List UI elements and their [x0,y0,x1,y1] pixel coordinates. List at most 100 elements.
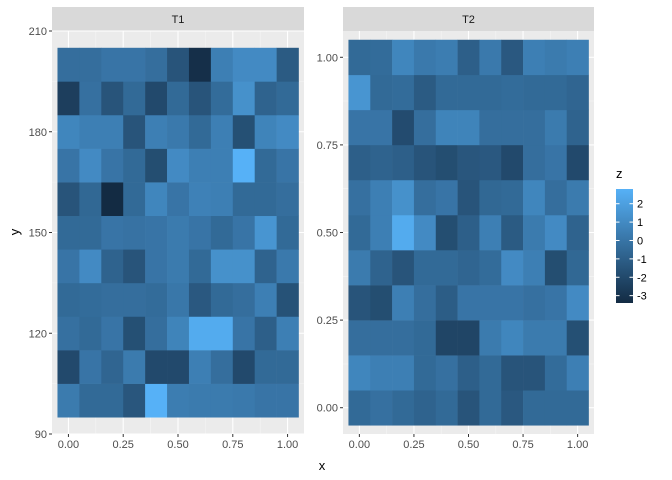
heatmap-tile [413,144,437,181]
heatmap-tile [188,316,212,351]
heatmap-tile [210,282,234,317]
heatmap-tile [566,355,589,391]
heatmap-tile [232,114,255,149]
y-tick-label: 0.50 [317,228,338,240]
heatmap-tile [79,81,102,116]
heatmap-tile [276,81,299,116]
heatmap-tile [167,47,190,82]
heatmap-tile [457,39,480,76]
heatmap-tile [523,285,546,321]
heatmap-tile [413,109,437,146]
heatmap-tile [479,285,502,321]
heatmap-tile [392,285,415,321]
heatmap-tile [544,179,568,216]
heatmap-tile [392,109,415,146]
heatmap-tile [57,81,80,116]
heatmap-tile [566,390,589,426]
heatmap-tile [370,285,393,321]
heatmap-tile [457,179,480,216]
heatmap-tile [188,47,212,82]
x-tick-label: 1.00 [277,439,298,451]
heatmap-tile [413,74,437,111]
heatmap-tile [457,250,480,286]
heatmap-tile [348,355,371,391]
x-tick-label: 0.00 [349,439,370,451]
y-tick-label: 0.00 [317,403,338,415]
x-tick-label: 0.50 [458,439,479,451]
heatmap-tile [276,215,299,250]
heatmap-tile [101,316,124,351]
heatmap-tile [188,215,212,250]
y-tick-label: 0.75 [317,140,338,152]
heatmap-tile [123,47,146,82]
facet-panel-T1: T1 0.00 0.25 0.50 0.75 1.00 90 120 150 180 210 [29,7,304,451]
heatmap-tile [123,81,146,116]
heatmap-tile [57,215,80,250]
heatmap-tile [435,214,458,251]
heatmap-tile [348,179,371,216]
heatmap-tile [79,215,102,250]
heatmap-tile [413,179,437,216]
heatmap-tile [544,285,568,321]
heatmap-tile [413,214,437,251]
heatmap-tile [501,320,524,356]
x-axis-title: x [319,458,326,473]
legend-tick-label: 2 [637,199,643,211]
heatmap-tile [145,114,168,149]
heatmap-tile [501,74,524,111]
heatmap-tile [479,214,502,251]
heatmap-tile [254,282,277,317]
heatmap-tile [254,249,277,284]
y-tick-label: 90 [35,429,47,441]
heatmap-tile [101,350,124,384]
heatmap-tile [167,282,190,317]
heatmap-tile [457,285,480,321]
heatmap-tile [123,148,146,183]
heatmap-tile [479,250,502,286]
heatmap-tile [370,320,393,356]
heatmap-tile [188,81,212,116]
heatmap-tile [523,390,546,426]
heatmap-tile [232,249,255,284]
heatmap-tile [79,47,102,82]
heatmap-tile [254,182,277,217]
heatmap-tile [145,383,168,418]
heatmap-tile [57,282,80,317]
heatmap-tile [523,250,546,286]
heatmap-tile [392,355,415,391]
heatmap-tile [232,182,255,217]
heatmap-tile [523,320,546,356]
heatmap-tile [232,350,255,384]
heatmap-tile [57,47,80,82]
heatmap-tile [254,215,277,250]
x-tick-label: 0.75 [512,439,533,451]
heatmap-tile [370,144,393,181]
heatmap-tile [348,74,371,111]
heatmap-tile [370,390,393,426]
heatmap-tile [566,74,589,111]
heatmap-tile [210,383,234,418]
heatmap-tile [566,285,589,321]
x-tick-label: 1.00 [567,439,588,451]
heatmap-tile [435,74,458,111]
heatmap-tile [276,182,299,217]
heatmap-tile [544,39,568,76]
heatmap-tile [79,148,102,183]
heatmap-tile [392,320,415,356]
heatmap-tile [501,179,524,216]
heatmap-tile [501,285,524,321]
heatmap-tile [348,144,371,181]
heatmap-tile [276,114,299,149]
heatmap-tile [435,144,458,181]
heatmap-tile [210,47,234,82]
heatmap-tile [79,282,102,317]
facet-panels: T1 0.00 0.25 0.50 0.75 1.00 90 120 150 180 210 T2 0.… [29,7,594,451]
heatmap-tile [79,350,102,384]
heatmap-tile [544,320,568,356]
heatmap-tile [232,316,255,351]
heatmap-tile [167,383,190,418]
heatmap-tile [188,114,212,149]
heatmap-tile [392,390,415,426]
legend-tick-label: 0 [637,235,643,247]
